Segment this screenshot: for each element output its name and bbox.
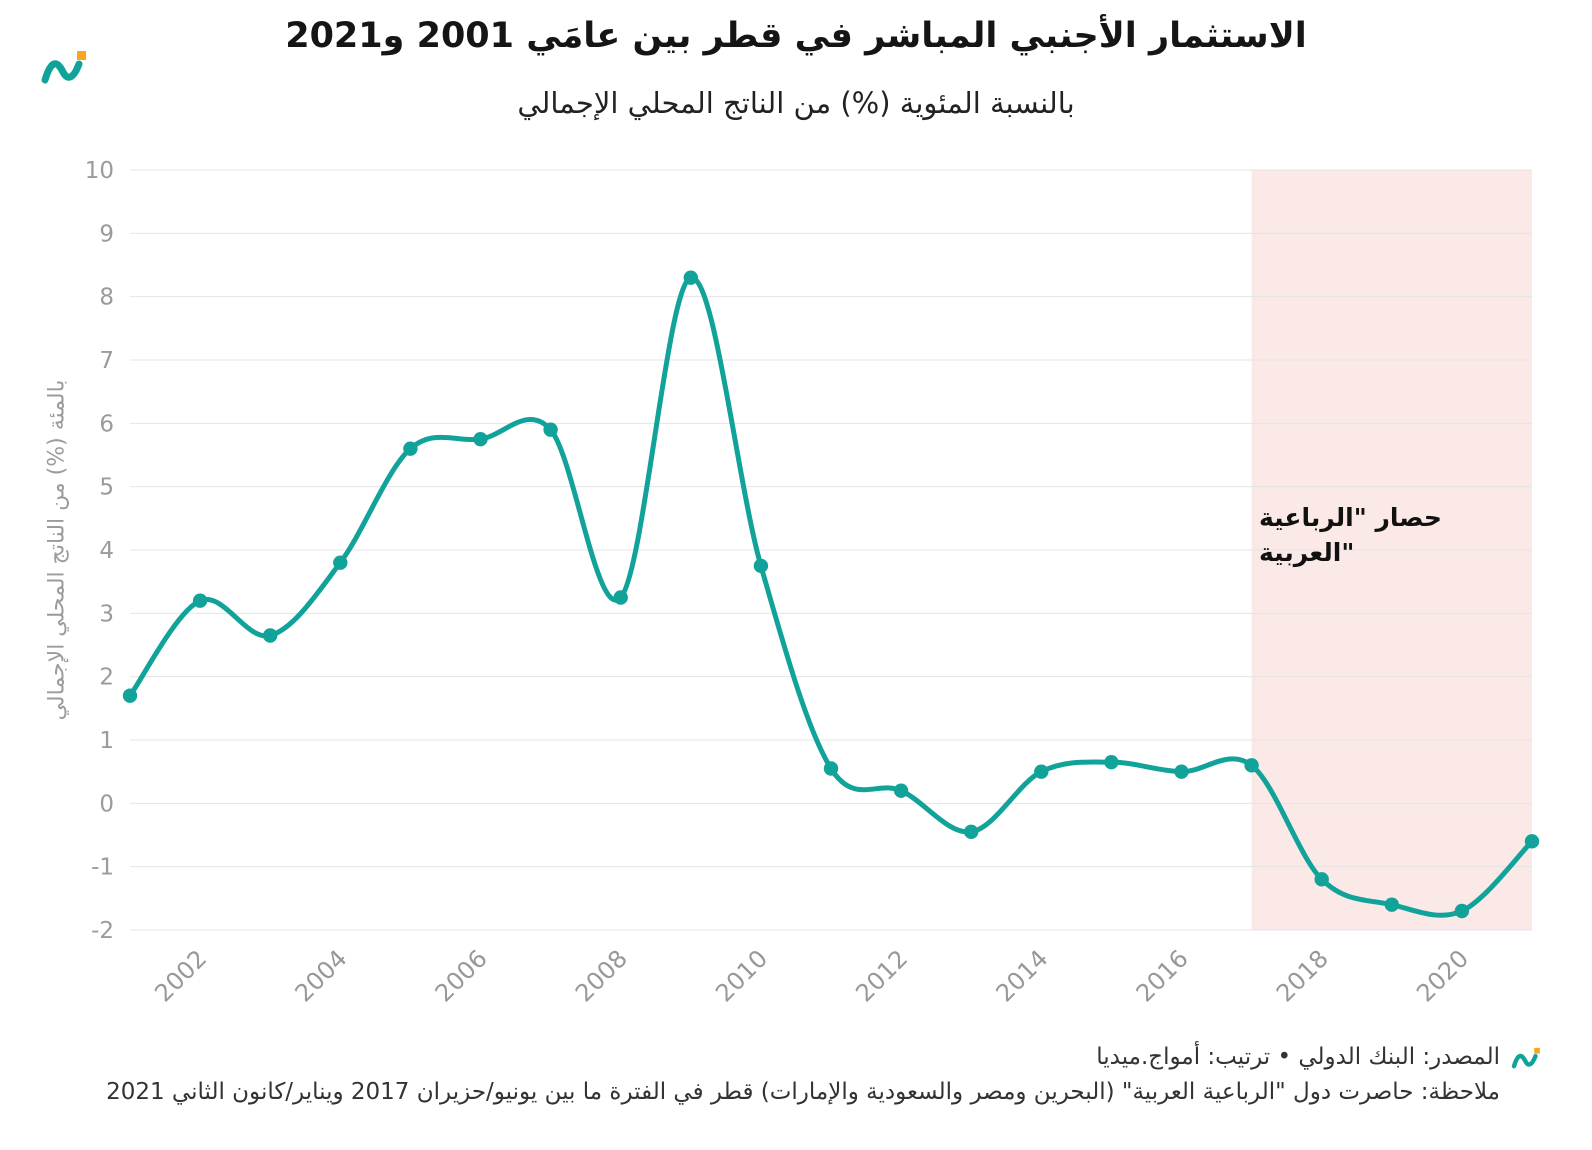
- note-line: ملاحظة: حاصرت دول "الرباعية العربية" (ال…: [106, 1078, 1500, 1105]
- y-tick-label: -2: [91, 918, 114, 944]
- footer: المصدر: البنك الدولي • ترتيب: أمواج.ميدي…: [60, 1040, 1500, 1109]
- data-point: [333, 555, 348, 570]
- data-point: [263, 628, 278, 643]
- y-tick-label: 6: [99, 411, 114, 437]
- y-tick-label: 3: [99, 601, 114, 627]
- blockade-annotation: حصار "الرباعية "العربية: [1259, 500, 1442, 570]
- data-point: [543, 422, 558, 437]
- data-point: [1174, 764, 1189, 779]
- data-point: [613, 590, 628, 605]
- data-point: [893, 783, 909, 798]
- x-tick-label: 2004: [290, 944, 353, 1007]
- y-tick-label: 5: [99, 475, 114, 501]
- chart-subtitle: بالنسبة المئوية (%) من الناتج المحلي الإ…: [517, 86, 1075, 120]
- x-tick-label: 2020: [1411, 944, 1474, 1007]
- x-tick-label: 2014: [991, 944, 1054, 1007]
- y-tick-label: 8: [99, 285, 114, 311]
- x-tick-label: 2012: [850, 944, 913, 1007]
- y-tick-label: 7: [99, 348, 114, 374]
- footer-amwaj-logo-icon: [1511, 1047, 1540, 1069]
- x-tick-label: 2008: [570, 944, 633, 1007]
- blockade-annotation-line2: "العربية: [1259, 538, 1355, 567]
- data-point: [753, 558, 769, 574]
- source-line: المصدر: البنك الدولي • ترتيب: أمواج.ميدي…: [1096, 1044, 1500, 1070]
- data-point: [473, 431, 488, 447]
- data-point: [683, 270, 698, 285]
- y-tick-label: 4: [99, 538, 114, 564]
- y-tick-label: 9: [99, 221, 114, 247]
- blockade-annotation-line1: حصار "الرباعية: [1259, 503, 1442, 532]
- y-tick-label: 2: [99, 665, 114, 691]
- amwaj-logo-icon: [41, 51, 86, 84]
- data-point: [1244, 758, 1259, 773]
- fdi-line-chart: -2 -1 0 1 2 3 4 5 6 7 8 9 10 2002 2004 2006 2008 2010 2012…: [85, 158, 1540, 1007]
- y-tick-label: 10: [85, 158, 114, 184]
- data-point: [1384, 897, 1400, 912]
- x-tick-label: 2016: [1131, 944, 1194, 1007]
- y-tick-label: 0: [99, 791, 114, 817]
- x-tick-label: 2010: [710, 944, 773, 1007]
- data-point: [192, 593, 208, 608]
- x-tick-label: 2002: [149, 944, 212, 1007]
- x-tick-label: 2018: [1271, 944, 1334, 1007]
- y-tick-label: -1: [91, 855, 114, 881]
- data-point: [403, 441, 418, 456]
- data-point: [1454, 903, 1470, 919]
- data-point: [1034, 764, 1049, 779]
- data-point: [122, 688, 138, 703]
- y-tick-label: 1: [99, 728, 114, 754]
- data-point: [1524, 834, 1540, 849]
- x-tick-label: 2006: [430, 944, 493, 1007]
- data-point: [823, 761, 839, 776]
- data-point: [964, 824, 979, 840]
- chart-title: الاستثمار الأجنبي المباشر في قطر بين عام…: [285, 16, 1307, 56]
- data-point: [1314, 872, 1329, 887]
- data-point: [1104, 754, 1119, 770]
